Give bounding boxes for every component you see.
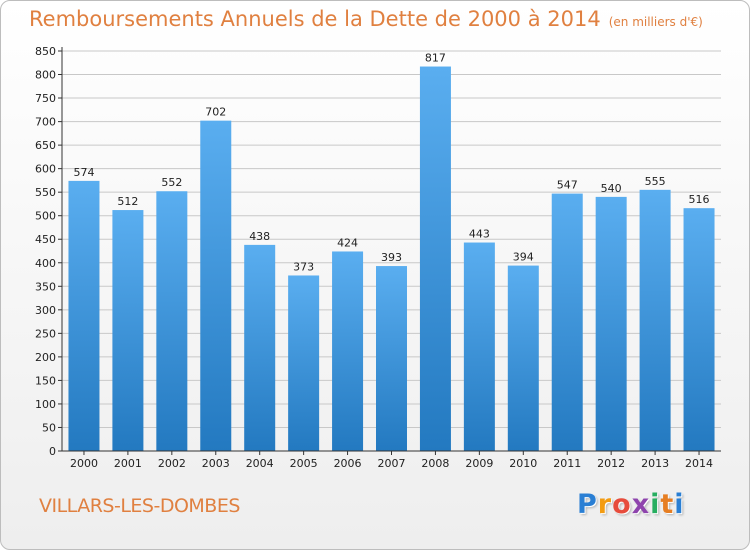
y-tick-label: 400 <box>35 257 56 270</box>
commune-name: VILLARS-LES-DOMBES <box>39 495 240 517</box>
bar <box>507 265 539 451</box>
bar-value-label: 393 <box>381 251 402 264</box>
bar <box>332 251 364 451</box>
logo-letter: r <box>597 489 613 520</box>
logo-letter: t <box>660 489 675 520</box>
x-tick-label: 2001 <box>114 457 142 470</box>
bar-value-label: 540 <box>601 182 622 195</box>
x-tick-label: 2003 <box>202 457 230 470</box>
bar <box>683 208 715 451</box>
chart-title-text: Remboursements Annuels de la Dette de 20… <box>29 7 601 31</box>
bar-value-label: 552 <box>161 176 182 189</box>
y-tick-label: 200 <box>35 351 56 364</box>
bar <box>156 191 188 451</box>
proxiti-logo: Proxiti <box>577 489 685 520</box>
y-tick-label: 0 <box>49 445 56 458</box>
bar-value-label: 438 <box>249 230 270 243</box>
bar-value-label: 702 <box>205 106 226 119</box>
bar <box>639 189 671 451</box>
bars: 574 512 552 702 438 373 424 393 817 443 394 547 540 5… <box>68 52 715 451</box>
bar-value-label: 574 <box>73 166 94 179</box>
y-tick-label: 750 <box>35 92 56 105</box>
chart-subtitle: (en milliers d'€) <box>608 15 703 29</box>
logo-letter: o <box>612 489 632 520</box>
y-tick-label: 150 <box>35 374 56 387</box>
x-tick-label: 2012 <box>597 457 625 470</box>
y-tick-label: 650 <box>35 139 56 152</box>
y-tick-label: 500 <box>35 210 56 223</box>
x-tick-label: 2000 <box>70 457 98 470</box>
x-tick-label: 2007 <box>378 457 406 470</box>
bar-value-label: 394 <box>513 251 534 264</box>
bar-value-label: 547 <box>557 179 578 192</box>
x-tick-label: 2013 <box>641 457 669 470</box>
bar-value-label: 512 <box>117 195 138 208</box>
x-tick-label: 2010 <box>509 457 537 470</box>
axes: 0 50 100 150 200 250 300 350 400 450 500 550 600 650 7… <box>35 45 721 470</box>
x-tick-label: 2004 <box>246 457 274 470</box>
bar <box>463 242 495 451</box>
bar-value-label: 443 <box>469 228 490 241</box>
y-tick-label: 50 <box>42 421 56 434</box>
bar-value-label: 516 <box>689 193 710 206</box>
x-tick-label: 2011 <box>553 457 581 470</box>
bar <box>288 275 320 451</box>
chart-title: Remboursements Annuels de la Dette de 20… <box>29 7 703 31</box>
bar <box>551 193 583 451</box>
bar <box>68 180 100 451</box>
bar-value-label: 424 <box>337 236 358 249</box>
bar-value-label: 817 <box>425 52 446 65</box>
logo-letter: x <box>631 489 651 520</box>
x-tick-label: 2009 <box>465 457 493 470</box>
y-tick-label: 700 <box>35 116 56 129</box>
x-tick-label: 2006 <box>334 457 362 470</box>
y-tick-label: 100 <box>35 398 56 411</box>
y-tick-label: 250 <box>35 327 56 340</box>
logo-letter: i <box>650 489 661 520</box>
y-tick-label: 600 <box>35 163 56 176</box>
y-tick-label: 800 <box>35 69 56 82</box>
y-tick-label: 300 <box>35 304 56 317</box>
logo-letter: P <box>577 489 598 520</box>
y-tick-label: 450 <box>35 233 56 246</box>
x-tick-label: 2005 <box>290 457 318 470</box>
bar <box>419 66 451 451</box>
x-tick-label: 2014 <box>685 457 713 470</box>
bar <box>595 196 627 451</box>
y-tick-label: 350 <box>35 280 56 293</box>
x-tick-label: 2008 <box>421 457 449 470</box>
y-tick-label: 550 <box>35 186 56 199</box>
bar <box>244 244 276 451</box>
y-tick-label: 850 <box>35 45 56 58</box>
x-tick-label: 2002 <box>158 457 186 470</box>
bar <box>112 210 144 451</box>
bar-value-label: 373 <box>293 260 314 273</box>
bar <box>376 266 407 451</box>
bar-value-label: 555 <box>645 175 666 188</box>
bar <box>200 120 232 451</box>
logo-letter: i <box>674 489 685 520</box>
